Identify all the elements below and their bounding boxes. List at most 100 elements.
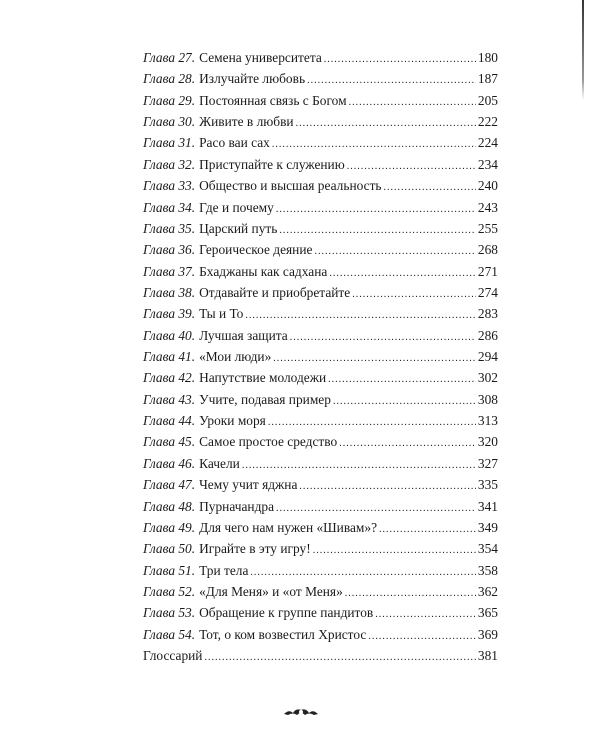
page-number: 274 — [477, 284, 498, 300]
dot-leader — [245, 310, 476, 321]
chapter-label: Глава 45. — [143, 434, 196, 450]
chapter-label: Глава 31. — [143, 135, 196, 151]
chapter-label: Глава 41. — [143, 349, 196, 365]
entry-title: Семена университета — [199, 50, 322, 65]
page-number: 358 — [477, 562, 498, 578]
toc-entry: Глава 35.Царский путь 255 — [143, 221, 498, 242]
table-of-contents: Глава 27.Семена университета 180 Глава 28.… — [143, 50, 498, 669]
chapter-label: Глава 50. — [143, 541, 196, 557]
page-number: 243 — [477, 199, 498, 215]
page-number: 234 — [477, 156, 498, 172]
chapter-label: Глава 47. — [143, 477, 196, 493]
dot-leader — [307, 75, 476, 86]
dot-leader — [339, 438, 476, 449]
chapter-label: Глава 54. — [143, 626, 196, 642]
dot-leader — [347, 161, 476, 172]
toc-entry: Глава 28.Излучайте любовь 187 — [143, 71, 498, 92]
dot-leader — [299, 481, 476, 492]
dot-leader — [276, 503, 476, 514]
toc-entry: Глава 52.«Для Меня» и «от Меня» 362 — [143, 584, 498, 605]
chapter-label: Глава 27. — [143, 50, 196, 65]
entry-title: Играйте в эту игру! — [199, 541, 311, 557]
toc-entry: Глава 47.Чему учит яджна 335 — [143, 477, 498, 498]
entry-title: Для чего нам нужен «Шивам»? — [199, 519, 378, 535]
dot-leader — [333, 396, 476, 407]
toc-entry: Глава 31.Расо ваи сах 224 — [143, 135, 498, 156]
toc-entry: Глава 40.Лучшая защита 286 — [143, 328, 498, 349]
chapter-label: Глава 42. — [143, 370, 196, 386]
toc-entry: Глава 42.Напутствие молодежи 302 — [143, 370, 498, 391]
page-edge-shadow — [582, 0, 584, 100]
page-number: 255 — [477, 220, 498, 236]
decorative-flourish-icon — [284, 709, 318, 715]
entry-title: «Для Меня» и «от Меня» — [199, 583, 343, 599]
toc-entry: Глава 41.«Мои люди» 294 — [143, 349, 498, 370]
dot-leader — [384, 182, 476, 193]
dot-leader — [313, 545, 476, 556]
toc-entry: Глава 30.Живите в любви 222 — [143, 114, 498, 135]
page-number: 308 — [477, 391, 498, 407]
dot-leader — [250, 567, 475, 578]
page-number: 240 — [477, 178, 498, 194]
dot-leader — [242, 460, 476, 471]
toc-entry: Глава 27.Семена университета 180 — [143, 50, 498, 71]
page-number: 222 — [477, 114, 498, 130]
dot-leader — [268, 417, 476, 428]
dot-leader — [273, 353, 476, 364]
toc-entry: Глава 29.Постоянная связь с Богом 205 — [143, 93, 498, 114]
toc-entry: Глава 50.Играйте в эту игру! 354 — [143, 541, 498, 562]
page-number: 180 — [477, 50, 498, 65]
page-number: 349 — [477, 519, 498, 535]
entry-title: Общество и высшая реальность — [199, 178, 382, 194]
dot-leader — [204, 652, 475, 663]
dot-leader — [379, 524, 476, 535]
page-number: 187 — [477, 71, 498, 87]
toc-entry: Глава 39.Ты и То 283 — [143, 306, 498, 327]
page-number: 302 — [477, 370, 498, 386]
page-number: 362 — [477, 583, 498, 599]
entry-title: Ты и То — [199, 306, 244, 322]
chapter-label: Глава 38. — [143, 284, 196, 300]
toc-entry: Глава 37.Бхаджаны как садхана 271 — [143, 264, 498, 285]
entry-title: Царский путь — [199, 220, 278, 236]
chapter-label: Глава 37. — [143, 263, 196, 279]
dot-leader — [324, 54, 476, 65]
page-number: 205 — [477, 92, 498, 108]
toc-entry: Глава 54.Тот, о ком возвестил Христос 369 — [143, 627, 498, 648]
chapter-label: Глава 34. — [143, 199, 196, 215]
entry-title: Качели — [199, 455, 240, 471]
dot-leader — [349, 97, 476, 108]
entry-title: Где и почему — [199, 199, 274, 215]
page-number: 369 — [477, 626, 498, 642]
entry-title: Лучшая защита — [199, 327, 288, 343]
page-number: 381 — [477, 648, 498, 664]
dot-leader — [296, 118, 476, 129]
toc-entry: Глава 48.Пурначандра 341 — [143, 499, 498, 520]
chapter-label: Глава 39. — [143, 306, 196, 322]
page-number: 341 — [477, 498, 498, 514]
entry-title: Напутствие молодежи — [199, 370, 327, 386]
page-number: 271 — [477, 263, 498, 279]
dot-leader — [375, 609, 476, 620]
toc-entry: Глава 36.Героическое деяние 268 — [143, 242, 498, 263]
toc-entry: Глава 45.Самое простое средство 320 — [143, 434, 498, 455]
chapter-label: Глава 32. — [143, 156, 196, 172]
entry-title: Самое простое средство — [199, 434, 338, 450]
chapter-label: Глава 30. — [143, 114, 196, 130]
chapter-label: Глава 49. — [143, 519, 196, 535]
entry-title: Пурначандра — [199, 498, 275, 514]
dot-leader — [290, 332, 476, 343]
toc-entry: Глоссарий 381 — [143, 648, 498, 669]
toc-entry: Глава 49.Для чего нам нужен «Шивам»? 349 — [143, 520, 498, 541]
page-number: 320 — [477, 434, 498, 450]
chapter-label: Глава 53. — [143, 605, 196, 621]
entry-title: Уроки моря — [199, 413, 266, 429]
page-number: 294 — [477, 349, 498, 365]
dot-leader — [345, 588, 476, 599]
entry-title: Героическое деяние — [199, 242, 313, 258]
page-number: 354 — [477, 541, 498, 557]
entry-title: Чему учит яджна — [199, 477, 298, 493]
chapter-label: Глава 51. — [143, 562, 196, 578]
toc-entry: Глава 44.Уроки моря 313 — [143, 413, 498, 434]
page-number: 313 — [477, 413, 498, 429]
